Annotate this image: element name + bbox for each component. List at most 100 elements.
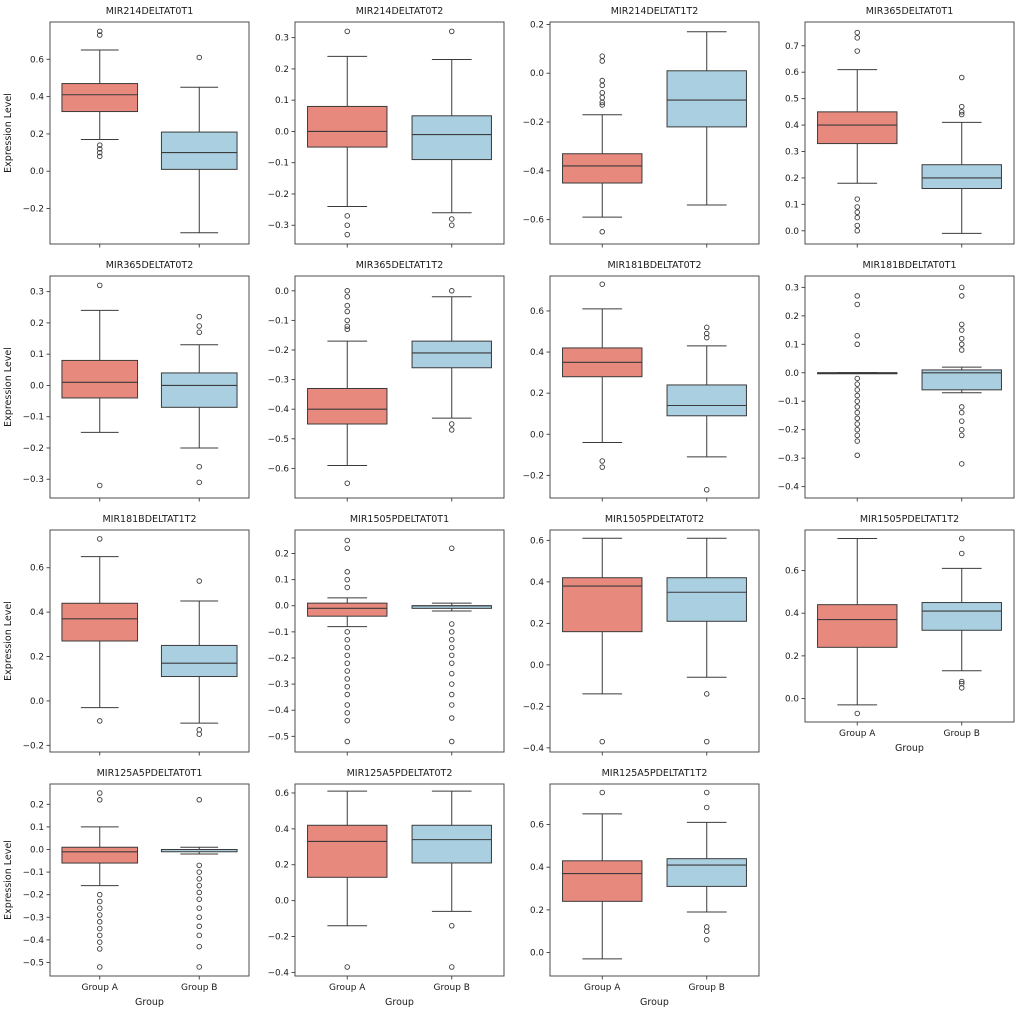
outlier-point (854, 381, 860, 387)
outlier-point (599, 94, 605, 101)
outlier-point (196, 964, 202, 970)
outlier-point (96, 790, 103, 796)
y-tick-label: 0.0 (530, 661, 544, 671)
axes-frame (549, 529, 760, 753)
subplot-canvas: MIR1505PDELTAT0T2 −0.4 −0.2 0.0 0.2 0.4 0.6 (523, 514, 760, 756)
y-tick-label: −0.6 (523, 216, 545, 226)
subplot-canvas: MIR214DELTAT0T2 −0.3 −0.2 −0.1 0.0 0.1 0.2 0.3 (268, 6, 505, 248)
outlier-point (344, 480, 350, 486)
y-tick-label: 0.0 (530, 430, 544, 440)
x-tick-label: Group B (944, 729, 980, 739)
outlier-point (599, 458, 605, 464)
y-tick-label: 0.1 (30, 350, 44, 360)
outlier-point (703, 804, 710, 811)
subplot-title: MIR365DELTAT1T2 (356, 260, 444, 271)
outlier-point (196, 914, 202, 921)
outlier-point (854, 375, 860, 382)
outlier-point (196, 905, 202, 911)
outlier-point (703, 789, 710, 796)
box-group-b (666, 70, 747, 128)
outlier-point (196, 882, 202, 889)
outlier-point (96, 142, 103, 148)
y-tick-label: 0.2 (30, 653, 44, 663)
y-tick-label: −0.3 (778, 454, 799, 464)
outlier-point (196, 896, 202, 902)
subplot-canvas: MIR214DELTAT0T1 −0.2 0.0 0.2 0.4 0.6 Expressio… (3, 6, 250, 248)
outlier-point (958, 74, 965, 81)
y-tick-label: −0.2 (23, 444, 44, 454)
outlier-point (196, 463, 202, 470)
y-tick-label: −0.1 (23, 868, 44, 878)
outlier-point (96, 718, 103, 724)
outlier-point (958, 335, 965, 342)
subplot-title: MIR181BDELTAT1T2 (102, 514, 196, 525)
y-tick-label: −0.3 (23, 913, 44, 923)
axes-frame (804, 21, 1015, 245)
y-tick-label: −0.6 (268, 464, 290, 474)
x-tick-label: Group B (689, 983, 725, 993)
y-tick-label: 0.0 (275, 897, 289, 907)
y-tick-label: 0.6 (785, 68, 799, 78)
axes-frame (804, 529, 1015, 723)
y-tick-label: 0.1 (785, 340, 799, 350)
outlier-point (344, 323, 350, 330)
subplot-canvas: MIR125A5PDELTAT0T2 −0.4 −0.2 0.0 0.2 0.4 0.6 Gr… (268, 768, 505, 1008)
outlier-point (96, 797, 103, 803)
subplot-title: MIR1505PDELTAT0T2 (605, 514, 704, 525)
axes-frame (804, 275, 1015, 499)
y-tick-label: 0.6 (530, 307, 544, 317)
outlier-point (96, 912, 103, 918)
y-tick-label: 0.4 (530, 348, 544, 358)
outlier-point (344, 691, 350, 698)
y-tick-label: 0.6 (275, 789, 289, 799)
outlier-point (344, 576, 350, 583)
y-tick-label: 0.1 (275, 96, 289, 106)
outlier-point (448, 670, 455, 677)
box-group-b (160, 372, 238, 408)
box-group-b (160, 131, 238, 170)
y-tick-label: −0.1 (23, 413, 44, 423)
subplot-canvas: MIR181BDELTAT0T1 −0.4 −0.3 −0.2 −0.1 0.0 0.1 0.… (778, 260, 1015, 502)
box-group-b (666, 384, 747, 417)
y-axis-label: Expression Level (3, 601, 14, 681)
y-tick-label: 0.2 (785, 174, 799, 184)
outlier-point (344, 569, 350, 575)
y-tick-label: −0.4 (778, 483, 800, 493)
subplot-title: MIR1505PDELTAT1T2 (860, 514, 959, 525)
y-axis-label: Expression Level (3, 840, 14, 920)
subplot-canvas: MIR181BDELTAT1T2 −0.2 0.0 0.2 0.4 0.6 Expressi… (3, 514, 250, 756)
outlier-point (196, 797, 202, 803)
outlier-point (96, 939, 103, 945)
outlier-point (703, 738, 710, 745)
y-tick-label: −0.5 (268, 435, 289, 445)
outlier-point (958, 103, 965, 110)
y-tick-label: 0.5 (785, 95, 799, 105)
outlier-point (854, 48, 860, 54)
outlier-point (599, 229, 605, 235)
y-tick-label: 0.3 (275, 34, 289, 44)
y-tick-label: −0.4 (523, 167, 545, 177)
outlier-point (854, 404, 860, 410)
box-group-a (307, 602, 388, 617)
axes-frame (49, 783, 250, 977)
outlier-point (958, 109, 965, 115)
axes-frame (294, 21, 505, 245)
y-tick-label: 0.2 (275, 65, 289, 75)
outlier-point (196, 313, 202, 320)
outlier-point (958, 284, 965, 291)
subplot-canvas: MIR1505PDELTAT1T2 0.0 0.2 0.4 0.6 Group A Grou… (785, 514, 1015, 754)
outlier-point (448, 621, 455, 627)
subplot-canvas: MIR365DELTAT1T2 −0.6 −0.5 −0.4 −0.3 −0.2 −0.1 0… (268, 260, 505, 502)
box-group-a (562, 577, 643, 633)
box-group-b (411, 340, 492, 369)
x-tick-label: Group B (181, 983, 217, 993)
outlier-point (96, 898, 103, 905)
outlier-point (196, 876, 202, 882)
y-tick-label: 0.0 (785, 695, 799, 705)
outlier-point (344, 629, 350, 635)
subplot-title: MIR125A5PDELTAT0T2 (347, 768, 453, 779)
outlier-point (196, 869, 202, 875)
outlier-point (96, 905, 103, 911)
subplot-MIR125A5PDELTAT1T2: MIR125A5PDELTAT1T2 0.0 0.2 0.4 0.6 Group A Gro… (510, 764, 765, 1018)
